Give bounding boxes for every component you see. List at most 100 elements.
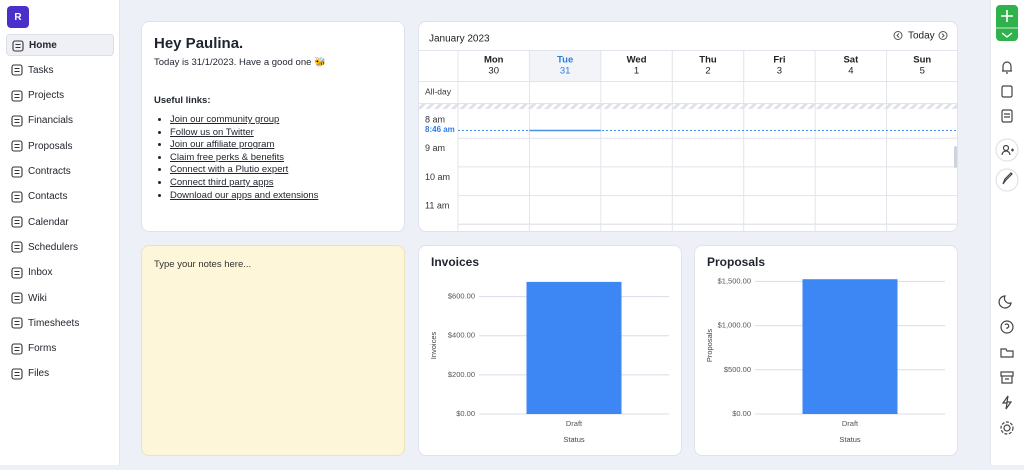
scrollbar <box>954 146 957 168</box>
chart: Invoices Invoices $0.00 $200.00 $400.00 $600.… <box>429 255 669 444</box>
icon-shape <box>14 118 20 123</box>
time-label: 8 am <box>425 114 445 124</box>
nav-item[interactable]: Projects <box>6 85 114 107</box>
nav-item[interactable]: Contracts <box>6 161 114 183</box>
icon-shape <box>14 169 20 174</box>
y-axis-label: Proposals <box>705 329 714 363</box>
nav-item[interactable]: Schedulers <box>6 236 114 258</box>
icon-shape <box>14 194 20 199</box>
day-date: 3 <box>777 66 782 77</box>
add-button[interactable] <box>996 5 1018 41</box>
icon-shape <box>11 140 23 152</box>
day-date: 31 <box>560 66 571 77</box>
now-label: 8:46 am <box>425 125 455 134</box>
y-tick-label: $0.00 <box>456 409 475 418</box>
all-day-divider <box>419 104 957 109</box>
y-axis-label: Invoices <box>429 331 438 359</box>
greeting-title: Hey Paulina. <box>154 35 244 52</box>
useful-link[interactable]: Follow us on Twitter <box>170 127 392 140</box>
nav-item[interactable]: Inbox <box>6 262 114 284</box>
time-label: 10 am <box>425 172 450 182</box>
nav-item[interactable]: Home <box>6 34 114 56</box>
nav-item[interactable]: Tasks <box>6 59 114 81</box>
nav-label: Tasks <box>28 64 54 76</box>
nav-item[interactable]: Timesheets <box>6 312 114 334</box>
nav-icon <box>11 115 23 127</box>
time-label: 9 am <box>425 143 445 153</box>
icon-shape <box>11 241 23 253</box>
useful-link[interactable]: Download our apps and extensions <box>170 190 392 203</box>
nav-icon <box>11 343 23 355</box>
plus-icon <box>1001 10 1013 22</box>
today-button[interactable]: Today <box>908 31 935 42</box>
time-label: 11 am <box>425 200 449 210</box>
useful-link[interactable]: Join our affiliate program <box>170 139 392 152</box>
nav-label: Schedulers <box>28 241 79 253</box>
nav-label: Proposals <box>28 140 73 152</box>
icon-shape <box>14 220 20 225</box>
notes-card[interactable]: Type your notes here... <box>141 245 405 456</box>
useful-link[interactable]: Connect third party apps <box>170 177 392 190</box>
day-name: Sun <box>913 55 931 66</box>
day-name: Thu <box>699 55 717 66</box>
y-tick-label: $200.00 <box>448 370 475 379</box>
logo[interactable]: R <box>7 6 29 28</box>
icon-shape <box>14 68 20 73</box>
x-tick-label: Draft <box>842 419 859 428</box>
day-name: Fri <box>773 55 785 66</box>
nav-icon <box>11 241 23 253</box>
greeting-subtitle: Today is 31/1/2023. Have a good one 🐝 <box>154 57 326 68</box>
useful-link[interactable]: Join our community group <box>170 114 392 127</box>
icon-shape <box>11 165 23 178</box>
nav-label: Contracts <box>28 166 71 177</box>
day-date: 30 <box>488 66 499 77</box>
all-day-label: All-day <box>425 86 452 96</box>
nav-item[interactable]: Financials <box>6 110 114 132</box>
icon-shape <box>11 267 23 279</box>
y-tick-label: $400.00 <box>448 331 475 340</box>
nav-label: Projects <box>28 90 65 102</box>
nav-icon <box>11 191 23 203</box>
icon-shape <box>11 90 23 102</box>
next-button[interactable] <box>938 31 948 40</box>
icon-shape <box>11 368 23 380</box>
chevron-icon <box>1001 32 1013 38</box>
nav-label: Files <box>28 368 50 380</box>
chart: Proposals Proposals $0.00 $500.00 $1,000.00 $… <box>705 255 945 444</box>
nav-icon <box>12 40 24 52</box>
y-tick-label: $0.00 <box>732 409 751 418</box>
prev-button[interactable] <box>893 31 903 40</box>
nav-item[interactable]: Forms <box>6 338 114 360</box>
proposals-card: Proposals Proposals $0.00 $500.00 $1,000.00 $… <box>694 245 958 456</box>
useful-link[interactable]: Claim free perks & benefits <box>170 152 392 165</box>
nav-icon <box>11 64 23 76</box>
nav-item[interactable]: Contacts <box>6 186 114 208</box>
icon-shape <box>14 270 20 275</box>
rail-icon-group[interactable] <box>995 61 1019 435</box>
nav-item[interactable]: Files <box>6 363 114 385</box>
nav-item[interactable]: Calendar <box>6 211 114 233</box>
today-header <box>529 51 601 81</box>
icon-shape <box>15 44 21 48</box>
links-heading: Useful links: <box>154 95 211 106</box>
rail-icons <box>995 5 1019 435</box>
nav-label: Forms <box>28 343 57 355</box>
nav-icon <box>11 368 23 380</box>
nav-label: Financials <box>28 115 74 127</box>
nav-item[interactable]: Proposals <box>6 135 114 157</box>
notes-placeholder: Type your notes here... <box>154 259 252 270</box>
useful-link[interactable]: Connect with a Plutio expert <box>170 164 392 177</box>
bar[interactable] <box>526 281 622 414</box>
day-name: Mon <box>484 55 504 66</box>
nav-label: Home <box>29 39 57 51</box>
icon-shape <box>12 40 24 52</box>
y-tick-label: $1,000.00 <box>718 321 751 330</box>
day-name: Tue <box>557 55 573 66</box>
day-name: Sat <box>843 55 859 66</box>
bar[interactable] <box>802 279 898 414</box>
icon-shape <box>11 191 23 203</box>
y-tick-label: $500.00 <box>724 365 751 374</box>
nav-item[interactable]: Wiki <box>6 287 114 309</box>
x-tick-label: Draft <box>566 419 583 428</box>
